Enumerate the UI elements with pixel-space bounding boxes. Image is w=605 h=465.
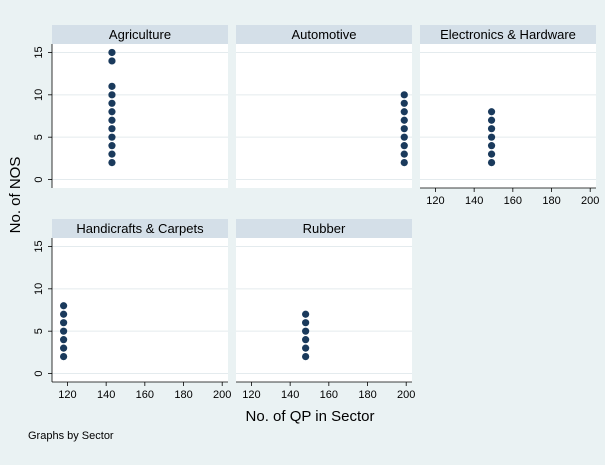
x-tick-label: 180 — [358, 389, 376, 401]
y-tick-label: 15 — [33, 240, 45, 252]
x-tick-label: 160 — [320, 389, 338, 401]
data-point — [487, 108, 496, 116]
data-point — [400, 150, 408, 158]
y-tick-label: 5 — [33, 328, 45, 334]
data-point — [302, 327, 310, 335]
plot-area — [52, 44, 228, 188]
x-tick-label: 160 — [136, 389, 154, 401]
y-tick-label: 0 — [33, 176, 45, 182]
x-tick-label: 120 — [58, 389, 76, 401]
panel-title: Agriculture — [109, 27, 171, 42]
panel-title: Rubber — [303, 221, 346, 236]
data-point — [108, 108, 116, 116]
data-point — [108, 57, 116, 65]
data-point — [60, 302, 68, 310]
x-tick-label: 200 — [581, 195, 599, 207]
y-tick-label: 0 — [33, 370, 45, 376]
panel-4: Handicrafts & Carpets 0 5 10 15 120 140 160 180 2… — [33, 219, 231, 401]
panel-header — [52, 25, 228, 44]
x-tick-label: 140 — [465, 195, 483, 207]
y-tick-label: 10 — [33, 89, 45, 101]
data-point — [60, 327, 68, 335]
y-tick-label: 5 — [33, 134, 45, 140]
data-point — [108, 116, 116, 124]
data-point — [302, 310, 310, 318]
data-point — [400, 116, 408, 124]
data-point — [108, 142, 116, 150]
data-point — [487, 142, 496, 150]
data-point — [302, 336, 310, 344]
data-point — [487, 116, 496, 124]
x-tick-label: 200 — [213, 389, 231, 401]
x-tick-label: 200 — [397, 389, 415, 401]
plot-area — [236, 44, 412, 188]
panel-3: Electronics & Hardware 120 140 160 180 200 — [420, 25, 599, 207]
data-point — [108, 133, 116, 141]
y-axis-label: No. of NOS — [7, 157, 24, 234]
plot-area — [236, 238, 412, 382]
x-tick-label: 120 — [426, 195, 444, 207]
panel-title: Automotive — [291, 27, 356, 42]
data-point — [60, 336, 68, 344]
data-point — [487, 133, 496, 141]
y-tick-label: 15 — [33, 46, 45, 58]
data-point — [108, 125, 116, 133]
data-point — [60, 344, 68, 352]
x-tick-label: 140 — [97, 389, 115, 401]
data-point — [302, 344, 310, 352]
data-point — [487, 125, 496, 133]
panel-header — [420, 25, 596, 44]
panel-1: Agriculture 0 5 10 15 — [33, 25, 228, 188]
panel-title: Electronics & Hardware — [440, 27, 576, 42]
data-point — [400, 91, 408, 99]
panel-header — [236, 219, 412, 238]
graphs-by-note: Graphs by Sector — [28, 430, 114, 442]
panel-2: Automotive — [236, 25, 412, 188]
data-point — [400, 108, 408, 116]
data-point — [108, 82, 116, 90]
data-point — [60, 319, 68, 327]
data-point — [108, 158, 116, 167]
data-point — [400, 99, 408, 107]
panels-layer: Agriculture 0 5 10 15 Automotive Electronics &… — [33, 25, 599, 401]
data-point — [108, 150, 116, 158]
data-point — [400, 133, 408, 141]
x-tick-label: 140 — [281, 389, 299, 401]
panel-title: Handicrafts & Carpets — [76, 221, 204, 236]
data-point — [302, 319, 310, 327]
data-point — [60, 352, 68, 361]
data-point — [400, 142, 408, 150]
panel-header — [52, 219, 228, 238]
data-point — [108, 48, 116, 57]
plot-area — [52, 238, 228, 382]
x-tick-label: 160 — [504, 195, 522, 207]
plot-area — [420, 44, 596, 188]
x-axis-label: No. of QP in Sector — [246, 408, 375, 425]
x-tick-label: 180 — [542, 195, 560, 207]
data-point — [302, 352, 310, 361]
x-tick-label: 120 — [242, 389, 260, 401]
data-point — [108, 91, 116, 99]
data-point — [60, 310, 68, 318]
data-point — [108, 99, 116, 107]
y-tick-label: 10 — [33, 283, 45, 295]
data-point — [400, 158, 408, 167]
data-point — [487, 150, 496, 158]
panel-5: Rubber 120 140 160 180 200 — [236, 219, 415, 401]
x-tick-label: 180 — [174, 389, 192, 401]
data-point — [400, 125, 408, 133]
data-point — [487, 158, 496, 167]
panel-header — [236, 25, 412, 44]
